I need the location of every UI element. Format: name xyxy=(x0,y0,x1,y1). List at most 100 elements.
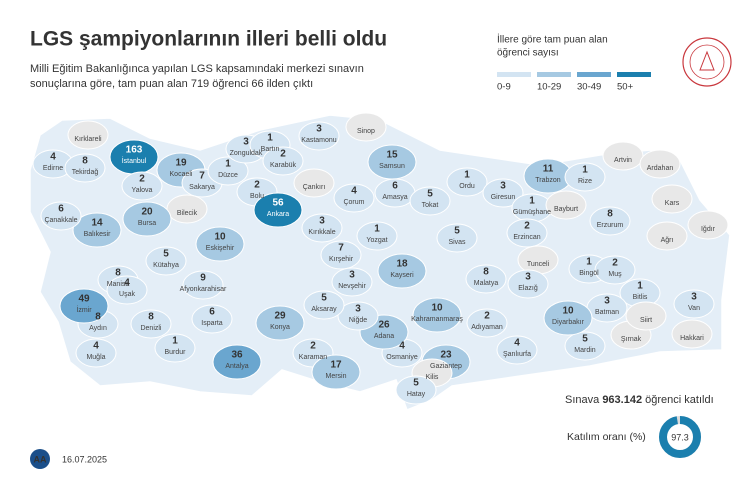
province-shape xyxy=(356,221,398,251)
province-value: 6 xyxy=(392,181,398,192)
province-name: Ankara xyxy=(267,211,289,218)
logo: AA xyxy=(30,449,50,469)
province-name: Antalya xyxy=(225,363,248,370)
province-value: 23 xyxy=(440,350,452,361)
province-name: Burdur xyxy=(164,349,186,356)
province-shape xyxy=(482,178,524,208)
province-shape xyxy=(293,168,335,198)
province-name: Ordu xyxy=(459,183,475,190)
province-value: 10 xyxy=(214,232,226,243)
province-value: 26 xyxy=(378,320,390,331)
province-shape xyxy=(121,171,163,201)
province-value: 2 xyxy=(484,311,490,322)
province-value: 19 xyxy=(175,158,187,169)
province-shape xyxy=(333,183,375,213)
province-shape xyxy=(145,246,187,276)
province-shape xyxy=(67,120,109,150)
province-shape xyxy=(496,335,538,365)
province-shape xyxy=(106,275,148,305)
province-name: Niğde xyxy=(349,317,367,324)
province-shape xyxy=(507,269,549,299)
province-value: 1 xyxy=(464,170,470,181)
province-value: 4 xyxy=(124,278,130,289)
province-name: Mardin xyxy=(574,347,596,354)
emblem-ring xyxy=(682,37,732,87)
province-value: 1 xyxy=(586,257,592,268)
province-name: Iğdır xyxy=(701,226,716,233)
province-name: Kütahya xyxy=(153,262,179,269)
province-name: Kilis xyxy=(426,374,439,381)
province-shape xyxy=(303,290,345,320)
donut-arc xyxy=(659,416,701,458)
province-shape xyxy=(625,301,667,331)
province-value: 20 xyxy=(141,207,153,218)
province-name: Balıkesir xyxy=(84,231,112,238)
province-value: 3 xyxy=(500,181,506,192)
participants-suffix: öğrenci katıldı xyxy=(645,394,713,406)
emblem-ring xyxy=(689,44,725,80)
province-shape xyxy=(409,186,451,216)
logo-text: AA xyxy=(34,454,47,464)
province-value: 6 xyxy=(58,204,64,215)
province-shape xyxy=(337,301,379,331)
province-shape xyxy=(545,190,587,220)
province-value: 8 xyxy=(82,156,88,167)
emblem xyxy=(682,37,732,87)
province-name: Artvin xyxy=(614,157,632,164)
province-shape xyxy=(466,308,508,338)
province-value: 3 xyxy=(604,296,610,307)
province-name: Kars xyxy=(665,200,680,207)
province-value: 36 xyxy=(231,350,243,361)
province-value: 1 xyxy=(529,196,535,207)
province-value: 10 xyxy=(431,303,443,314)
province-name: Yalova xyxy=(132,187,153,194)
province-value: 5 xyxy=(163,249,169,260)
province-name: Bursa xyxy=(138,220,156,227)
province-name: Zonguldak xyxy=(230,150,263,157)
province-shape xyxy=(311,354,361,390)
province-shape xyxy=(412,297,462,333)
province-name: Karaman xyxy=(299,354,328,361)
province-shape xyxy=(301,213,343,243)
province-value: 2 xyxy=(310,341,316,352)
province-name: Diyarbakır xyxy=(552,319,585,326)
province-name: Manisa xyxy=(107,281,130,288)
province-shape xyxy=(253,192,303,228)
province-name: Tunceli xyxy=(527,261,550,268)
province-value: 8 xyxy=(95,312,101,323)
participants: Sınava 963.142 öğrenci katıldı xyxy=(565,394,714,406)
province-value: 5 xyxy=(321,293,327,304)
province-shape xyxy=(195,226,245,262)
province-value: 5 xyxy=(413,378,419,389)
province-name: Düzce xyxy=(218,172,238,179)
province-shape xyxy=(320,240,362,270)
province-shape xyxy=(212,344,262,380)
province-shape xyxy=(651,184,693,214)
province-shape xyxy=(589,206,631,236)
province-shape xyxy=(436,223,478,253)
province-name: Kahramanmaraş xyxy=(411,316,463,323)
province-value: 9 xyxy=(200,273,206,284)
rate-donut: 97.3 xyxy=(659,416,701,458)
province-value: 3 xyxy=(316,124,322,135)
province-value: 11 xyxy=(543,164,554,175)
rate-label: Katılım oranı (%) xyxy=(567,431,646,443)
province-value: 7 xyxy=(199,171,205,182)
province-shape xyxy=(646,221,688,251)
province-name: Kırıkkale xyxy=(308,229,335,236)
province-value: 2 xyxy=(254,180,260,191)
province-shape xyxy=(446,167,488,197)
province-name: Giresun xyxy=(491,194,516,201)
province-name: Erzurum xyxy=(597,222,624,229)
province-value: 18 xyxy=(396,259,408,270)
province-name: Aksaray xyxy=(311,306,337,313)
province-name: Bitlis xyxy=(633,294,648,301)
province-shape xyxy=(673,289,715,319)
province-value: 17 xyxy=(330,360,342,371)
province-shape xyxy=(298,121,340,151)
province-name: Kırklareli xyxy=(74,136,102,143)
province-value: 6 xyxy=(209,307,215,318)
legend: 0-9 10-29 30-49 50+ xyxy=(497,72,651,93)
province-value: 2 xyxy=(139,174,145,185)
